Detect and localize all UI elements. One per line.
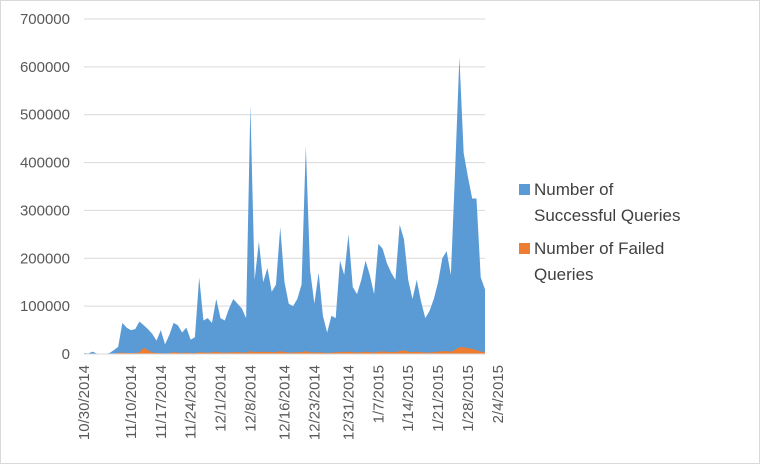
legend-label-failed: Number of Failed Queries	[534, 239, 664, 284]
y-tick-label: 500000	[20, 107, 70, 124]
x-tick-label: 2/4/2015	[490, 365, 507, 423]
x-tick-label: 1/7/2015	[370, 365, 387, 423]
legend-swatch-failed	[519, 243, 530, 254]
gridlines	[84, 18, 485, 307]
y-tick-label: 700000	[20, 11, 70, 28]
x-tick-label: 12/23/2014	[306, 365, 323, 440]
y-axis-tick-labels: 0 100000 200000 300000 400000 500000 600000 700…	[20, 11, 70, 363]
x-tick-label: 12/1/2014	[213, 365, 230, 432]
y-tick-label: 600000	[20, 59, 70, 76]
y-tick-label: 200000	[20, 250, 70, 267]
legend-label-successful: Number of Successful Queries	[534, 180, 680, 225]
x-tick-label: 11/24/2014	[183, 365, 200, 439]
legend-swatch-successful	[519, 184, 530, 195]
y-tick-label: 400000	[20, 155, 70, 172]
x-tick-label: 1/14/2015	[400, 365, 417, 432]
y-tick-label: 300000	[20, 202, 70, 219]
y-tick-label: 100000	[20, 298, 70, 315]
successful-queries-area	[84, 57, 485, 354]
series-areas	[84, 57, 485, 354]
x-tick-label: 12/31/2014	[340, 365, 357, 440]
x-tick-label: 11/10/2014	[123, 365, 140, 439]
x-tick-label: 10/30/2014	[76, 365, 93, 440]
x-tick-label: 1/21/2015	[430, 365, 447, 432]
x-tick-label: 12/16/2014	[277, 365, 294, 440]
y-tick-label: 0	[62, 346, 70, 363]
x-tick-label: 11/17/2014	[153, 365, 170, 439]
x-tick-label: 1/28/2015	[460, 365, 477, 432]
x-tick-label: 12/8/2014	[242, 365, 259, 432]
failed-queries-area	[84, 347, 485, 354]
x-axis-tick-labels: 10/30/2014 11/10/2014 11/17/2014 11/24/2014…	[76, 365, 507, 440]
legend: Number of Successful Queries Number of Fa…	[519, 180, 680, 284]
